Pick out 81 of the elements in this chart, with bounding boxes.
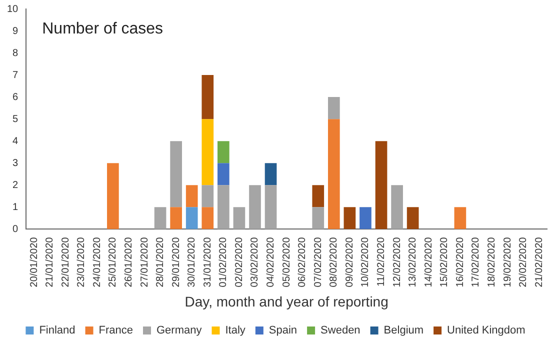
bar [218,163,230,186]
x-tick-label: 21/02/2020 [534,236,545,288]
bar [360,207,372,230]
y-tick-label: 6 [12,92,19,103]
bar [375,141,388,230]
bar [328,119,340,230]
x-tick-label: 19/02/2020 [502,236,514,288]
legend-label: Germany [156,324,202,337]
y-tick-label: 9 [12,26,19,37]
x-tick-label: 03/02/2020 [250,236,261,288]
x-tick-label: 20/01/2020 [28,236,40,288]
bar [186,185,198,208]
x-tick-label: 14/02/2020 [423,236,434,288]
bar [328,97,340,120]
x-tick-label: 29/01/2020 [170,236,182,288]
x-tick-label: 30/01/2020 [186,236,198,288]
y-tick-label: 1 [12,202,19,213]
bar [264,185,277,230]
bar [264,163,277,186]
legend-label: Finland [39,324,76,337]
text: Number of cases [42,20,164,38]
x-tick-label: 31/01/2020 [202,236,214,288]
bar [233,207,246,230]
bar [218,141,230,164]
legend-label: France [98,324,134,337]
legend-label: Belgium [384,324,424,337]
bar [202,119,214,186]
bar [154,207,166,230]
x-tick-label: 16/02/2020 [454,236,466,288]
bar [170,207,182,230]
legend-label: United Kingdom [447,324,526,337]
x-tick-label: 15/02/2020 [439,236,450,288]
x-tick-label: 11/02/2020 [376,236,388,286]
x-tick-label: 18/02/2020 [486,236,498,288]
bar [344,207,356,230]
x-tick-label: 20/02/2020 [518,236,530,288]
x-tick-label: 06/02/2020 [297,236,308,288]
x-tick-label: 25/01/2020 [108,236,119,288]
x-tick-label: 27/01/2020 [139,236,150,288]
y-tick-label: 7 [12,70,19,81]
x-axis-title: Day, month and year of reporting [184,293,388,310]
bar [406,207,419,230]
legend-label: Sweden [320,324,360,337]
bar [249,185,261,230]
bar [107,163,119,230]
x-tick-label: 05/02/2020 [281,236,292,288]
x-tick-label: 17/02/2020 [470,236,482,288]
y-tick-label: 2 [12,180,19,191]
x-tick-label: 23/01/2020 [76,236,88,288]
x-tick-label: 04/02/2020 [266,236,277,288]
legend-label: Spain [268,324,298,337]
y-tick-label: 4 [12,136,19,147]
x-tick-label: 09/02/2020 [344,236,356,288]
x-tick-label: 21/01/2020 [44,236,56,288]
bar [454,207,466,230]
y-tick-label: 10 [7,4,19,15]
legend-label: Italy [225,324,246,337]
bar [312,185,324,208]
y-tick-label: 0 [12,224,19,235]
bar [202,185,214,208]
x-tick-label: 01/02/2020 [218,236,230,288]
x-tick-label: 24/01/2020 [92,236,103,288]
bar [202,207,214,230]
bar [202,75,214,120]
x-tick-label: 26/01/2020 [123,236,134,288]
x-tick-label: 08/02/2020 [328,236,340,288]
bar [391,185,403,230]
x-tick-label: 13/02/2020 [408,236,419,288]
bar [170,141,182,208]
y-tick-label: 3 [12,158,19,169]
x-tick-label: 02/02/2020 [234,236,245,288]
bar [218,185,230,230]
y-tick-label: 8 [12,48,19,59]
x-tick-label: 12/02/2020 [392,236,403,288]
x-tick-label: 22/01/2020 [60,236,72,288]
x-tick-label: 10/02/2020 [360,236,372,288]
y-tick-label: 5 [12,114,19,125]
bar [312,207,324,230]
bar [186,207,198,230]
x-tick-label: 28/01/2020 [155,236,166,288]
x-tick-label: 07/02/2020 [312,236,324,288]
